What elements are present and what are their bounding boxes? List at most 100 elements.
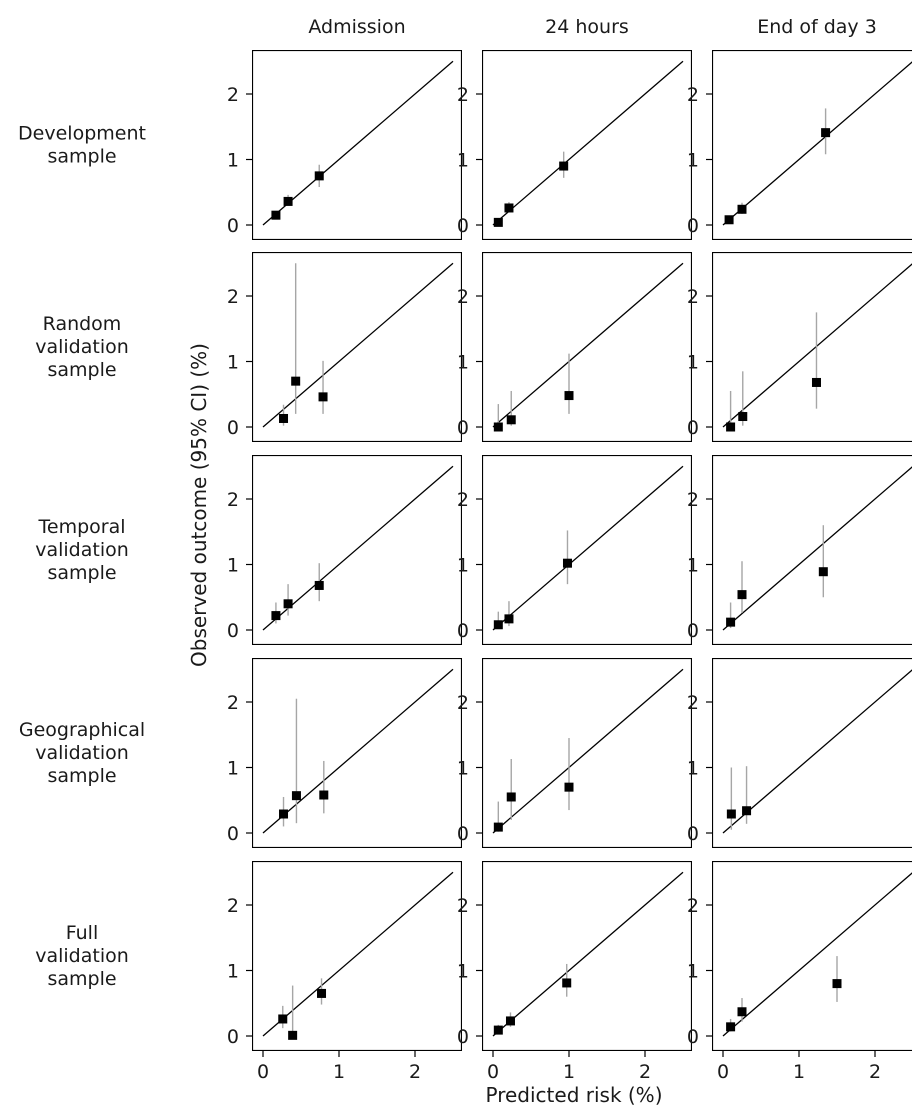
data-point: [564, 782, 574, 792]
data-point: [318, 392, 328, 402]
y-tick-label: 0: [227, 1026, 239, 1048]
y-tick-label: 0: [687, 823, 699, 845]
y-tick-label: 2: [687, 895, 699, 917]
data-point: [288, 1030, 298, 1040]
row-label: Development: [18, 123, 146, 145]
data-point: [821, 128, 831, 138]
reference-line: [492, 668, 684, 834]
y-tick-label: 0: [457, 417, 469, 439]
x-tick-label: 2: [409, 1061, 421, 1083]
y-tick-label: 2: [227, 286, 239, 308]
y-tick-label: 2: [227, 692, 239, 714]
y-tick-label: 2: [687, 286, 699, 308]
data-point: [314, 171, 324, 181]
column-title: 24 hours: [545, 16, 629, 38]
y-tick-label: 1: [457, 150, 469, 172]
panel-plot-area: [492, 668, 684, 834]
data-point: [283, 196, 293, 206]
panel-frame: [712, 50, 912, 240]
row-label: Random: [43, 313, 122, 335]
x-tick-label: 1: [793, 1061, 805, 1083]
data-point: [493, 620, 503, 630]
panel: 0 1 2: [687, 455, 912, 645]
x-axis-label: Predicted risk (%): [486, 1083, 663, 1107]
y-tick-label: 2: [687, 489, 699, 511]
panel-plot-area: [262, 871, 454, 1040]
data-point: [726, 617, 736, 627]
y-tick-label: 2: [457, 286, 469, 308]
data-point: [291, 376, 301, 386]
panel-plot-area: [492, 871, 684, 1037]
panel-frame: [252, 861, 462, 1051]
reference-line: [722, 669, 912, 834]
reference-line: [262, 465, 454, 631]
panel-frame: [712, 252, 912, 442]
y-tick-label: 2: [457, 489, 469, 511]
data-point: [506, 415, 516, 425]
data-point: [314, 580, 324, 590]
y-tick-label: 0: [457, 823, 469, 845]
reference-line: [722, 263, 912, 428]
panel-plot-area: [262, 60, 454, 226]
y-tick-label: 1: [687, 555, 699, 577]
panel-frame: [252, 455, 462, 645]
data-point: [726, 422, 736, 432]
data-point: [279, 809, 289, 819]
panel-plot-area: [492, 262, 684, 432]
row-label: validation: [35, 742, 129, 764]
row-label: sample: [47, 765, 116, 787]
row-label: sample: [47, 968, 116, 990]
row-label: validation: [35, 539, 129, 561]
panel-frame: [252, 658, 462, 848]
panel: 0 1 2: [457, 252, 692, 442]
data-point: [291, 791, 301, 801]
data-point: [726, 809, 736, 819]
y-tick-label: 0: [227, 620, 239, 642]
x-tick-label: 0: [487, 1061, 499, 1083]
reference-line: [722, 872, 912, 1037]
reference-line: [262, 668, 454, 834]
row-label: Temporal: [38, 516, 126, 538]
data-point: [562, 558, 572, 568]
y-tick-label: 1: [227, 961, 239, 983]
panel: 0 1 2 0 1 2: [687, 861, 912, 1083]
y-tick-label: 1: [457, 961, 469, 983]
row-label: Full: [66, 922, 99, 944]
data-point: [283, 599, 293, 609]
panel: 0 1 2: [227, 455, 462, 645]
reference-line: [492, 60, 684, 226]
row-label: validation: [35, 336, 129, 358]
data-point: [493, 217, 503, 227]
reference-line: [492, 262, 684, 428]
reference-line: [722, 466, 912, 631]
y-tick-label: 2: [457, 895, 469, 917]
data-point: [726, 1022, 736, 1032]
panel-plot-area: [722, 263, 912, 432]
panel-plot-area: [262, 465, 454, 631]
y-tick-label: 2: [687, 692, 699, 714]
panel-plot-area: [722, 466, 912, 631]
y-tick-label: 2: [227, 84, 239, 106]
data-point: [562, 978, 572, 988]
panel: 0 1 2: [227, 658, 462, 848]
data-point: [317, 988, 327, 998]
panel: 0 1 2: [457, 50, 692, 240]
panel-frame: [712, 658, 912, 848]
data-point: [271, 611, 281, 621]
panel-frame: [712, 455, 912, 645]
data-point: [811, 377, 821, 387]
row-label: validation: [35, 945, 129, 967]
y-tick-label: 0: [227, 417, 239, 439]
y-tick-label: 2: [227, 489, 239, 511]
reference-line: [262, 262, 454, 428]
data-point: [504, 203, 514, 213]
panel-plot-area: [722, 669, 912, 834]
y-tick-label: 1: [457, 555, 469, 577]
panel-frame: [482, 455, 692, 645]
data-point: [832, 979, 842, 989]
y-tick-label: 1: [227, 150, 239, 172]
row-label: sample: [47, 562, 116, 584]
panel: 0 1 2: [687, 252, 912, 442]
panel-frame: [482, 252, 692, 442]
reference-line: [262, 871, 454, 1037]
